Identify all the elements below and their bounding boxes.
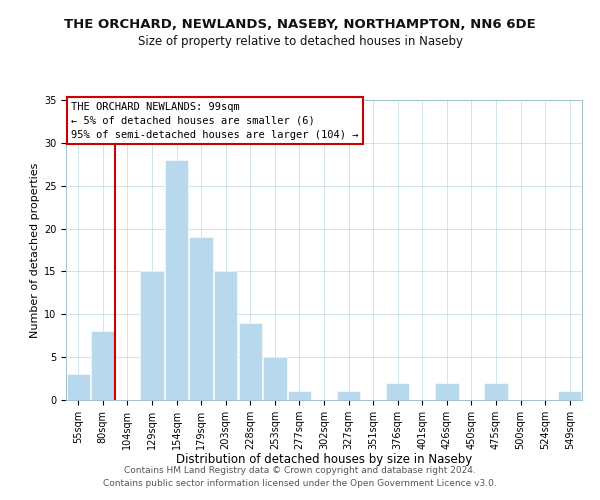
- Bar: [214, 272, 238, 400]
- Bar: [484, 383, 508, 400]
- Bar: [165, 160, 188, 400]
- Text: THE ORCHARD NEWLANDS: 99sqm
← 5% of detached houses are smaller (6)
95% of semi-: THE ORCHARD NEWLANDS: 99sqm ← 5% of deta…: [71, 102, 359, 140]
- Bar: [91, 332, 115, 400]
- X-axis label: Distribution of detached houses by size in Naseby: Distribution of detached houses by size …: [176, 454, 472, 466]
- Bar: [435, 383, 458, 400]
- Bar: [386, 383, 409, 400]
- Text: Size of property relative to detached houses in Naseby: Size of property relative to detached ho…: [137, 35, 463, 48]
- Bar: [263, 357, 287, 400]
- Bar: [239, 323, 262, 400]
- Text: THE ORCHARD, NEWLANDS, NASEBY, NORTHAMPTON, NN6 6DE: THE ORCHARD, NEWLANDS, NASEBY, NORTHAMPT…: [64, 18, 536, 30]
- Y-axis label: Number of detached properties: Number of detached properties: [29, 162, 40, 338]
- Bar: [67, 374, 90, 400]
- Bar: [140, 272, 164, 400]
- Text: Contains HM Land Registry data © Crown copyright and database right 2024.
Contai: Contains HM Land Registry data © Crown c…: [103, 466, 497, 487]
- Bar: [190, 237, 213, 400]
- Bar: [288, 392, 311, 400]
- Bar: [337, 392, 360, 400]
- Bar: [558, 392, 581, 400]
